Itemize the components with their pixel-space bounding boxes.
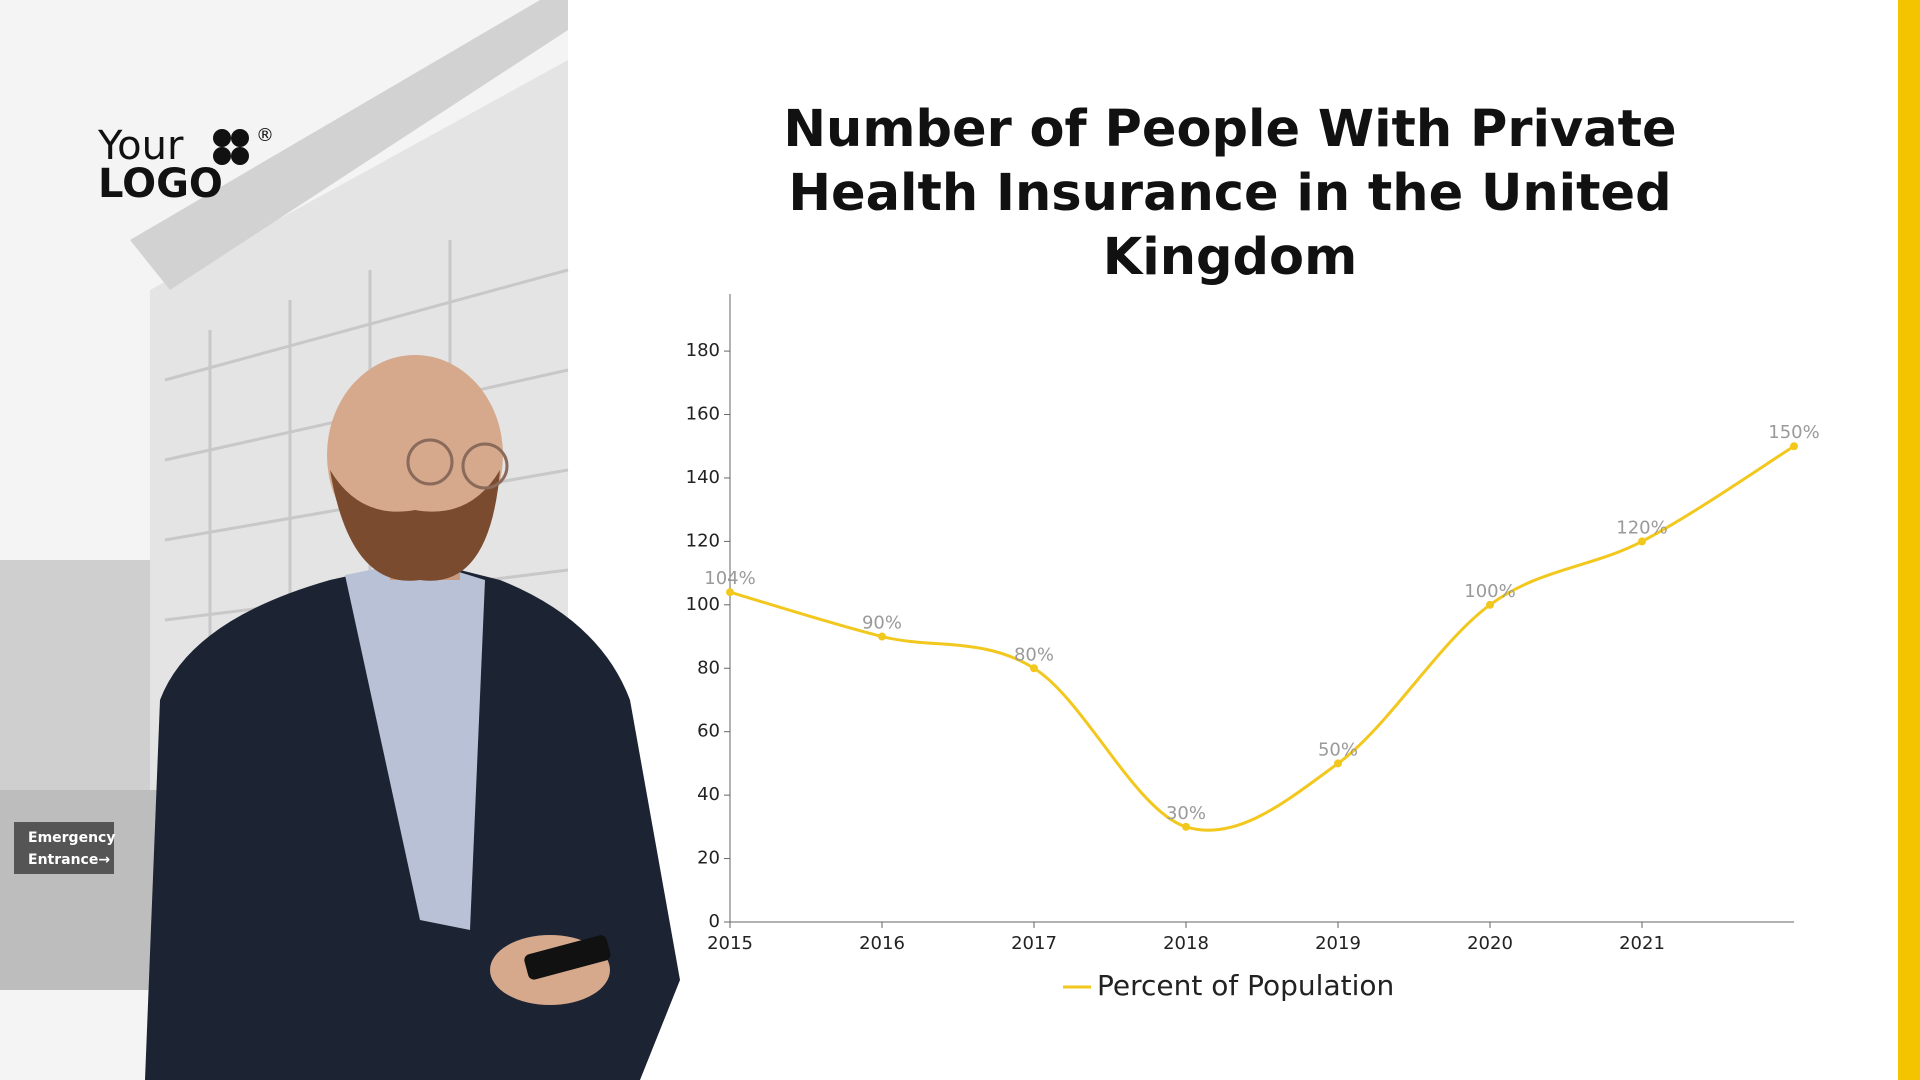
y-tick-label: 120 bbox=[686, 530, 720, 551]
y-tick-label: 140 bbox=[686, 467, 720, 488]
glasses bbox=[406, 438, 454, 486]
data-label: 100% bbox=[1464, 581, 1515, 602]
phone bbox=[524, 935, 611, 980]
data-label: 30% bbox=[1166, 803, 1206, 824]
building-roof bbox=[130, 0, 568, 290]
data-label: 90% bbox=[862, 613, 902, 634]
data-point bbox=[726, 588, 734, 597]
x-tick-label: 2018 bbox=[1163, 933, 1209, 954]
y-tick-label: 160 bbox=[686, 404, 720, 425]
x-tick-label: 2015 bbox=[707, 933, 753, 954]
data-label: 120% bbox=[1616, 517, 1667, 538]
sign bbox=[14, 822, 114, 874]
y-tick-label: 100 bbox=[686, 594, 720, 615]
x-tick-label: 2017 bbox=[1011, 933, 1057, 954]
logo-text: LOGO bbox=[98, 161, 223, 207]
sign-text: Entrance→ bbox=[28, 852, 110, 868]
x-tick-label: 2021 bbox=[1619, 933, 1665, 954]
data-point bbox=[1182, 822, 1190, 831]
glasses bbox=[461, 442, 509, 490]
data-point bbox=[1638, 537, 1646, 546]
side-building bbox=[0, 560, 150, 800]
accent-bar bbox=[1898, 0, 1920, 1080]
data-label: 50% bbox=[1318, 739, 1358, 760]
x-tick-label: 2019 bbox=[1315, 933, 1361, 954]
y-tick-label: 40 bbox=[697, 784, 720, 805]
y-tick-label: 180 bbox=[686, 340, 720, 361]
y-tick-label: 0 bbox=[709, 911, 720, 932]
sign-text: Emergency bbox=[28, 830, 115, 846]
person-beard bbox=[330, 470, 500, 581]
data-label: 104% bbox=[704, 568, 755, 589]
data-point bbox=[1030, 664, 1038, 673]
x-tick-label: 2020 bbox=[1467, 933, 1513, 954]
legend-label: Percent of Population bbox=[1097, 969, 1394, 1002]
data-point bbox=[1486, 600, 1494, 609]
series-line bbox=[729, 444, 1795, 832]
person-shirt bbox=[345, 560, 485, 930]
logo-mark: ® bbox=[256, 125, 274, 146]
data-point bbox=[1334, 759, 1342, 768]
data-point bbox=[1790, 442, 1798, 451]
y-tick-label: 20 bbox=[697, 848, 720, 869]
y-tick-label: 80 bbox=[697, 657, 720, 678]
data-label: 150% bbox=[1768, 422, 1819, 443]
logo-icon bbox=[213, 129, 249, 165]
x-tick-label: 2016 bbox=[859, 933, 905, 954]
chart-title: Number of People With Private Health Ins… bbox=[783, 100, 1677, 287]
person-head bbox=[327, 355, 503, 555]
y-tick-label: 60 bbox=[697, 721, 720, 742]
logo-text: Your bbox=[97, 123, 184, 169]
data-label: 80% bbox=[1014, 644, 1054, 665]
data-point bbox=[878, 632, 886, 641]
